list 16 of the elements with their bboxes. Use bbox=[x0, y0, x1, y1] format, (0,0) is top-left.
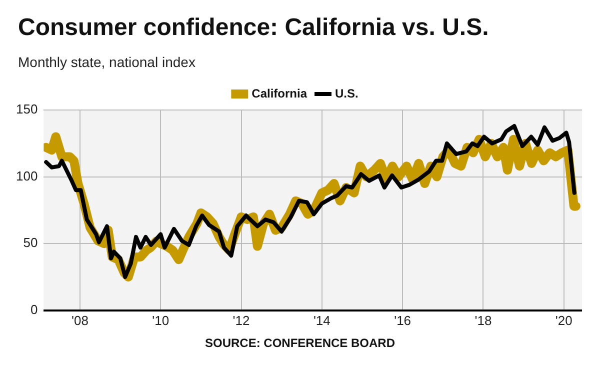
chart-title: Consumer confidence: California vs. U.S. bbox=[18, 14, 489, 42]
x-tick-label: '18 bbox=[474, 312, 492, 328]
y-tick-label: 50 bbox=[23, 235, 38, 250]
y-tick-label: 150 bbox=[16, 102, 38, 117]
chart-subtitle: Monthly state, national index bbox=[18, 54, 196, 70]
x-tick-label: '14 bbox=[313, 312, 330, 328]
y-tick-label: 100 bbox=[16, 168, 38, 184]
x-tick-label: '16 bbox=[394, 312, 412, 328]
y-tick-label: 0 bbox=[30, 302, 38, 317]
x-tick-label: '08 bbox=[72, 312, 88, 328]
source-note: SOURCE: CONFERENCE BOARD bbox=[204, 336, 396, 350]
legend-label: California bbox=[252, 86, 308, 100]
x-tick-label: '10 bbox=[152, 312, 170, 328]
x-tick-label: '12 bbox=[232, 312, 250, 328]
x-tick-label: '20 bbox=[555, 312, 572, 328]
legend-label: U.S. bbox=[335, 86, 358, 100]
